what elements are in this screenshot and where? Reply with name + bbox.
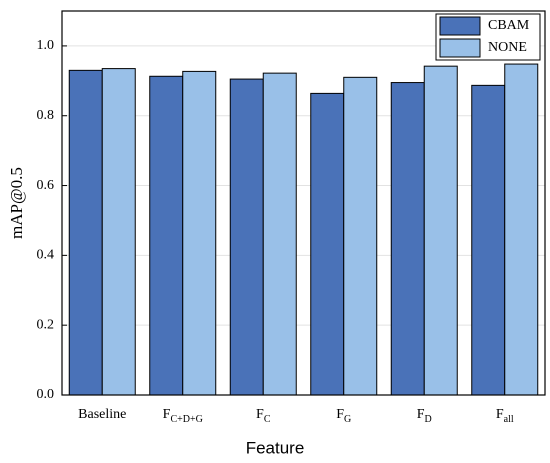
x-tick-label-sub: all (504, 414, 514, 425)
x-tick-label: FC+D+G (163, 407, 203, 425)
bar (471, 84, 506, 396)
bar (310, 92, 345, 396)
bar (101, 68, 136, 396)
y-tick-label: 0.0 (37, 387, 55, 402)
x-tick-label-text: F (417, 407, 425, 422)
bar (68, 69, 103, 396)
bar (229, 78, 264, 396)
bar (149, 75, 184, 396)
y-tick-label: 1.0 (37, 38, 55, 53)
y-tick-label: 0.2 (37, 317, 55, 332)
y-tick-label: 0.6 (37, 178, 55, 193)
bar (343, 76, 378, 396)
y-tick-label: 0.4 (37, 248, 55, 263)
x-tick-label-text: Baseline (78, 407, 126, 422)
bar (182, 70, 217, 396)
x-tick-label-sub: D (425, 414, 432, 425)
x-tick-label-sub: G (344, 414, 351, 425)
x-tick-label-text: F (256, 407, 264, 422)
plot-frame (61, 10, 546, 396)
bar (504, 63, 539, 396)
y-axis-title: mAP@0.5 (7, 167, 26, 239)
x-tick-label: FG (336, 407, 351, 425)
x-tick-label: FD (417, 407, 432, 425)
x-tick-label: Baseline (78, 407, 126, 422)
legend-label: NONE (488, 40, 527, 55)
x-tick-label-sub: C+D+G (170, 414, 202, 425)
x-tick-label-text: F (163, 407, 171, 422)
legend-label: CBAM (488, 18, 530, 33)
x-tick-label: Fall (496, 407, 514, 425)
y-tick-label: 0.8 (37, 108, 55, 123)
bar (262, 72, 297, 396)
x-tick-label-text: F (336, 407, 344, 422)
x-axis-title: Feature (246, 438, 305, 457)
legend-swatch (439, 38, 481, 58)
x-tick-label: FC (256, 407, 271, 425)
bar (390, 82, 425, 396)
legend-swatch (439, 16, 481, 36)
bar (423, 65, 458, 396)
x-tick-label-sub: C (264, 414, 271, 425)
x-tick-label-text: F (496, 407, 504, 422)
